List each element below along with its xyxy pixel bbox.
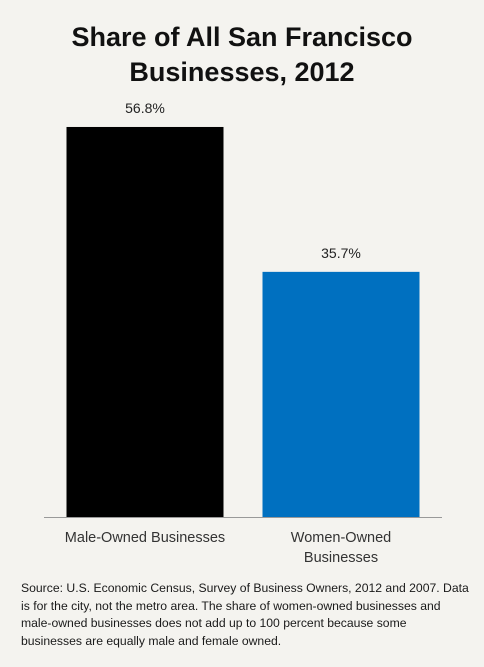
category-label: Male-Owned Businesses <box>65 530 225 546</box>
value-label: 35.7% <box>321 245 361 261</box>
source-note: Source: U.S. Economic Census, Survey of … <box>21 581 469 648</box>
value-label: 56.8% <box>125 100 165 116</box>
chart-title: Share of All San Francisco Businesses, 2… <box>71 22 413 87</box>
bar-women-owned <box>262 271 420 517</box>
bar-male-owned <box>66 126 224 518</box>
category-label: Women-Owned Businesses <box>291 530 391 566</box>
